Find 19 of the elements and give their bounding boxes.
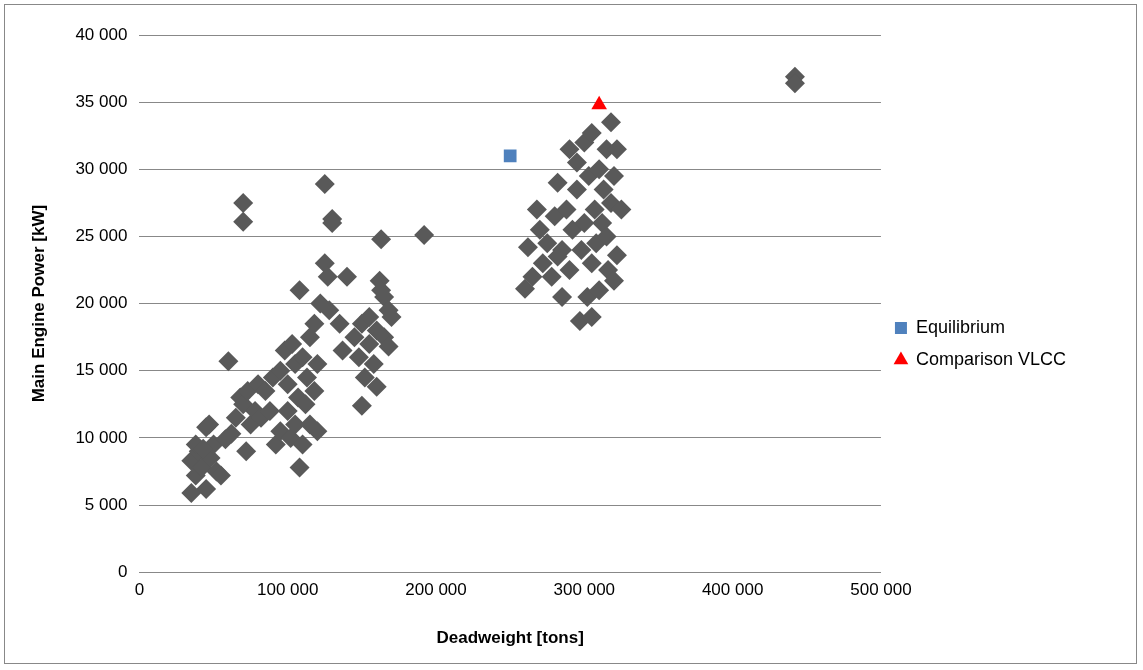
y-tick-label: 15 000 (75, 360, 128, 380)
x-tick-label: 300 000 (553, 580, 616, 600)
y-tick-label: 20 000 (75, 293, 128, 313)
y-tick-label: 30 000 (75, 158, 128, 178)
x-tick-label: 400 000 (701, 580, 764, 600)
x-axis-title: Deadweight [tons] (436, 628, 584, 648)
y-tick-label: 35 000 (75, 91, 128, 111)
y-tick-label: 10 000 (75, 427, 128, 447)
y-axis-title: Main Engine Power [kW] (28, 204, 48, 403)
x-tick-label: 0 (134, 580, 145, 600)
y-tick-label: 5 000 (84, 494, 128, 514)
y-tick-label: 0 (117, 561, 128, 581)
legend-label: Equilibrium (915, 316, 1005, 337)
x-tick-label: 100 000 (256, 580, 319, 600)
y-tick-label: 25 000 (75, 226, 128, 246)
y-tick-label: 40 000 (75, 24, 128, 44)
x-tick-label: 500 000 (850, 580, 912, 600)
legend-label: Comparison VLCC (915, 348, 1067, 369)
x-tick-label: 200 000 (405, 580, 467, 600)
